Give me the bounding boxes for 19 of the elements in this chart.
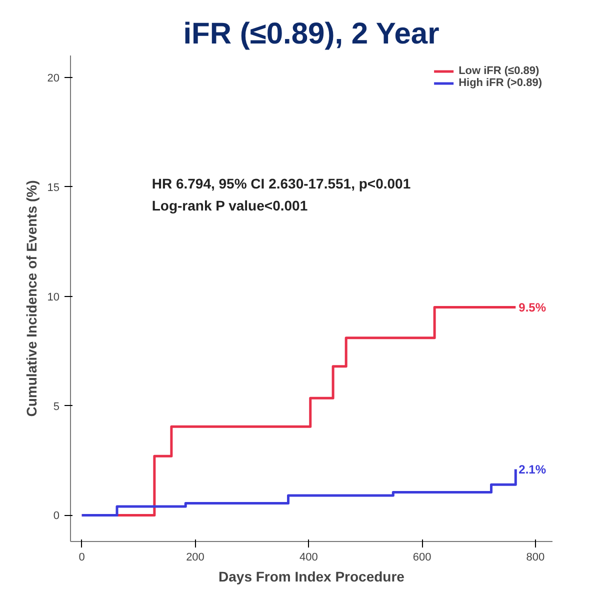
legend-label: High iFR (>0.89) — [458, 77, 542, 89]
y-tick-label: 5 — [53, 400, 60, 413]
y-tick-label: 15 — [47, 182, 60, 194]
annotation: 2.1% — [518, 462, 546, 476]
x-tick-label: 600 — [412, 552, 432, 564]
x-tick-label: 800 — [526, 552, 545, 564]
x-tick-label: 0 — [78, 552, 85, 564]
y-tick-label: 20 — [47, 72, 60, 84]
x-tick-label: 400 — [299, 552, 318, 564]
x-axis-title: Days From Index Procedure — [218, 568, 405, 584]
chart-title: iFR (≤0.89), 2 Year — [183, 18, 440, 50]
y-tick-label: 0 — [53, 510, 60, 522]
legend-label: Low iFR (≤0.89) — [458, 65, 540, 77]
annotation: Log-rank P value<0.001 — [152, 198, 308, 214]
y-axis-title: Cumulative Incidence of Events (%) — [23, 180, 40, 417]
annotation: HR 6.794, 95% CI 2.630-17.551, p<0.001 — [152, 176, 411, 192]
x-tick-label: 200 — [186, 552, 204, 564]
y-tick-label: 10 — [47, 291, 60, 304]
annotation: 9.5% — [518, 300, 546, 314]
